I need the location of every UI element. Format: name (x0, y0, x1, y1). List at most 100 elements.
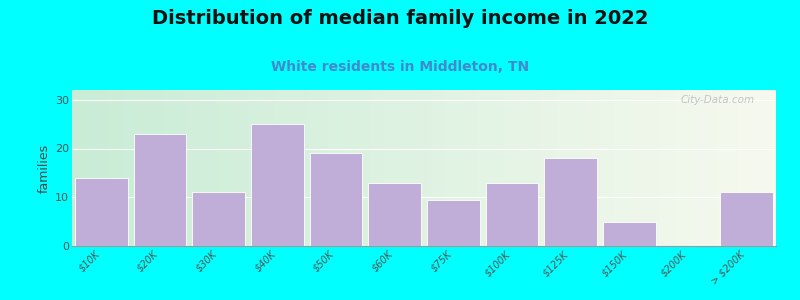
Bar (612, 90, 614, 246)
Bar (258, 90, 260, 246)
Bar (363, 90, 366, 246)
Bar (590, 90, 593, 246)
Bar (715, 90, 718, 246)
Bar (337, 90, 339, 246)
Bar (134, 134, 186, 246)
Bar (419, 90, 422, 246)
Bar (86, 90, 89, 246)
Bar (726, 90, 729, 246)
Bar (635, 90, 638, 246)
Bar (574, 90, 577, 246)
Bar (354, 90, 356, 246)
Bar (450, 90, 452, 246)
Bar (640, 90, 642, 246)
Bar (598, 90, 600, 246)
Bar (626, 90, 628, 246)
Bar (243, 90, 246, 246)
Bar (140, 90, 142, 246)
Bar (175, 90, 178, 246)
Bar (534, 90, 537, 246)
Bar (422, 90, 424, 246)
Bar (122, 90, 124, 246)
Bar (260, 90, 262, 246)
Bar (386, 90, 389, 246)
Bar (645, 90, 647, 246)
Bar (114, 90, 117, 246)
Bar (527, 90, 530, 246)
Bar (482, 90, 485, 246)
Bar (269, 90, 271, 246)
Bar (124, 90, 126, 246)
Bar (469, 90, 471, 246)
Bar (506, 90, 509, 246)
Bar (283, 90, 286, 246)
Bar (656, 90, 658, 246)
Bar (255, 90, 258, 246)
Bar (553, 90, 555, 246)
Bar (682, 90, 685, 246)
Bar (490, 90, 492, 246)
Bar (494, 90, 497, 246)
Bar (234, 90, 236, 246)
Bar (339, 90, 342, 246)
Bar (438, 90, 441, 246)
Bar (614, 90, 617, 246)
Bar (621, 90, 623, 246)
Bar (703, 90, 706, 246)
Bar (135, 90, 138, 246)
Bar (718, 90, 720, 246)
Bar (133, 90, 135, 246)
Bar (230, 90, 231, 246)
Bar (623, 90, 626, 246)
Bar (403, 90, 406, 246)
Bar (565, 90, 567, 246)
Bar (168, 90, 170, 246)
Bar (542, 90, 544, 246)
Bar (466, 90, 469, 246)
Bar (539, 90, 542, 246)
Bar (459, 90, 462, 246)
Bar (509, 90, 511, 246)
Bar (560, 90, 562, 246)
Bar (93, 90, 95, 246)
Bar (748, 90, 750, 246)
Bar (452, 90, 454, 246)
Bar (504, 90, 506, 246)
Bar (497, 90, 499, 246)
Bar (117, 90, 119, 246)
Bar (562, 90, 565, 246)
Bar (532, 90, 534, 246)
Bar (471, 90, 474, 246)
Bar (515, 90, 518, 246)
Bar (278, 90, 281, 246)
Bar (720, 90, 722, 246)
Text: Distribution of median family income in 2022: Distribution of median family income in … (152, 9, 648, 28)
Bar (374, 90, 377, 246)
Bar (663, 90, 666, 246)
Bar (105, 90, 107, 246)
Y-axis label: families: families (38, 143, 51, 193)
Bar (746, 90, 748, 246)
Bar (330, 90, 333, 246)
Bar (210, 90, 213, 246)
Bar (274, 90, 276, 246)
Bar (447, 90, 450, 246)
Bar (251, 124, 304, 246)
Bar (178, 90, 180, 246)
Bar (762, 90, 764, 246)
Bar (152, 90, 154, 246)
Bar (215, 90, 218, 246)
Bar (652, 90, 654, 246)
Bar (680, 90, 682, 246)
Bar (227, 90, 230, 246)
Bar (462, 90, 464, 246)
Bar (701, 90, 703, 246)
Bar (342, 90, 344, 246)
Bar (190, 90, 192, 246)
Bar (218, 90, 220, 246)
Bar (577, 90, 579, 246)
Bar (666, 90, 668, 246)
Bar (586, 90, 588, 246)
Bar (396, 90, 398, 246)
Bar (95, 90, 98, 246)
